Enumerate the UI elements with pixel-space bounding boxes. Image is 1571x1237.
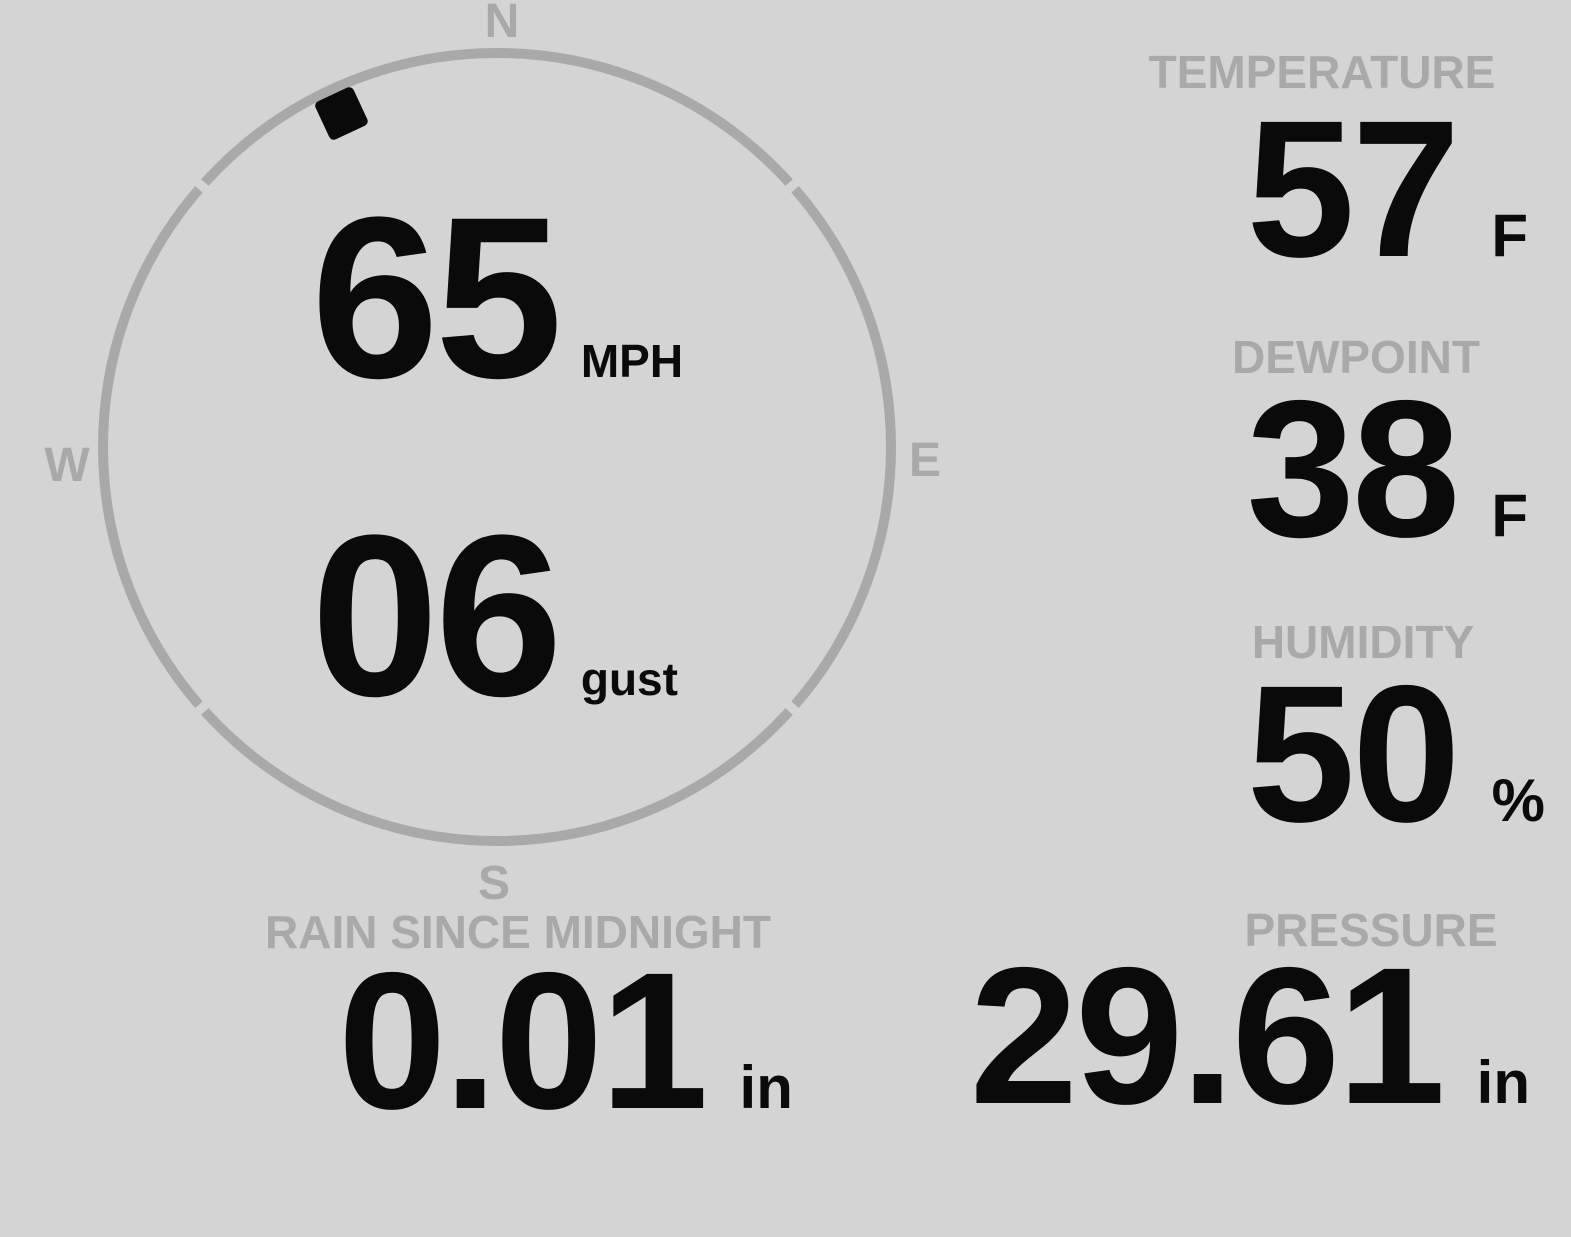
rain-value: 0.01 [338,932,709,1150]
dewpoint-unit: F [1491,482,1528,549]
compass-label-south: S [477,857,511,910]
dewpoint-reading: 38 F [1246,372,1528,567]
temperature-reading: 57 F [1246,92,1528,287]
humidity-unit: % [1491,767,1545,834]
temperature-label: TEMPERATURE [1148,46,1496,98]
rain-label: RAIN SINCE MIDNIGHT [265,906,771,958]
pressure-label: PRESSURE [1244,904,1498,956]
rain-unit: in [739,1054,793,1121]
humidity-value: 50 [1246,645,1461,863]
dewpoint-label: DEWPOINT [1232,331,1480,383]
wind-speed-unit: MPH [580,335,684,387]
pressure-value: 29.61 [969,927,1446,1145]
compass-tick-sw [186,693,218,723]
pressure-unit: in [1476,1049,1530,1116]
compass-tick-ne [776,171,808,201]
compass-ring [98,48,896,846]
compass-tick-nw [186,171,218,201]
rain-reading: 0.01 in [338,944,793,1139]
pressure-reading: 29.61 in [970,939,1530,1134]
humidity-label: HUMIDITY [1251,616,1475,668]
compass-label-east: E [908,434,942,487]
compass-label-north: N [484,0,520,48]
wind-speed-value: 65 [311,169,563,426]
dewpoint-value: 38 [1246,360,1460,578]
wind-gust: 06 gust [311,501,678,731]
humidity-reading: 50 % [1247,657,1545,852]
wind-gust-unit: gust [580,653,678,705]
compass-tick-se [776,693,808,723]
compass-label-west: W [44,439,90,492]
wind-speed: 65 MPH [311,183,683,413]
wind-gust-value: 06 [311,487,563,744]
temperature-unit: F [1491,202,1528,269]
temperature-value: 57 [1246,80,1460,298]
